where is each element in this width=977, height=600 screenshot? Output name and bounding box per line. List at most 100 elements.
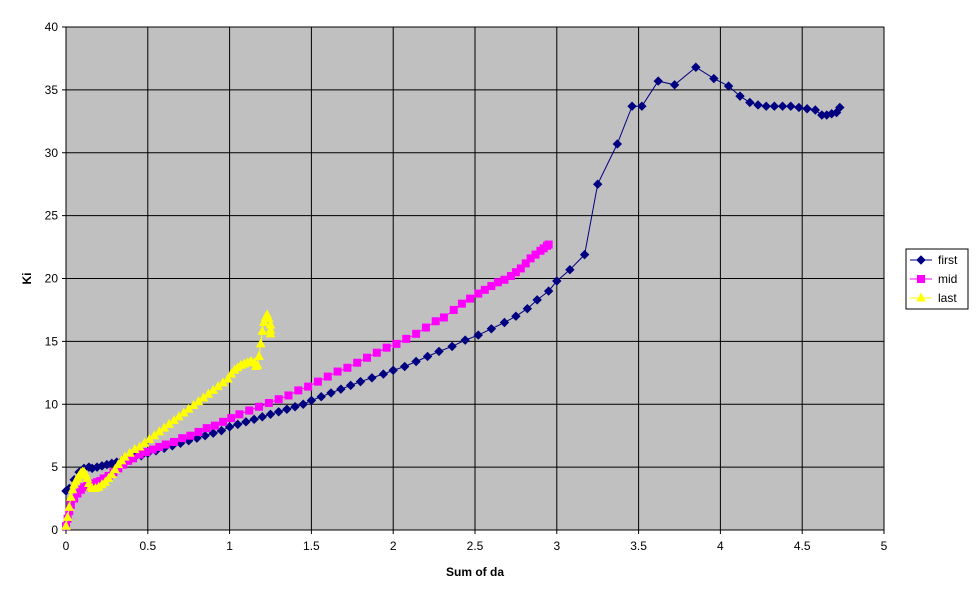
y-tick-label: 5	[51, 460, 58, 474]
legend-label-last: last	[938, 291, 957, 305]
data-point-mid	[449, 305, 458, 314]
data-point-mid	[474, 289, 483, 298]
data-point-mid	[186, 431, 195, 440]
data-point-mid	[235, 410, 244, 419]
data-point-mid	[264, 398, 273, 407]
data-point-last	[254, 350, 264, 360]
data-point-first	[810, 105, 820, 115]
data-point-mid	[493, 278, 502, 287]
y-tick-label: 40	[45, 20, 59, 34]
data-point-first	[434, 346, 444, 357]
data-point-last	[61, 520, 71, 530]
series-last	[61, 309, 276, 530]
data-point-first	[723, 81, 734, 91]
data-point-first	[552, 276, 562, 286]
legend-marker-last	[916, 292, 926, 302]
data-point-first	[592, 179, 603, 189]
data-point-mid	[439, 313, 448, 322]
y-tick-label: 30	[45, 146, 59, 160]
data-point-mid	[343, 363, 352, 372]
legend-marker-first	[916, 255, 926, 265]
data-point-first	[355, 376, 366, 387]
data-point-first	[786, 101, 796, 111]
data-point-first	[745, 97, 755, 108]
data-point-first	[565, 264, 575, 275]
series-mid	[62, 240, 553, 531]
data-point-last	[255, 338, 266, 348]
data-point-mid	[161, 440, 170, 449]
x-tick-label: 4.5	[794, 539, 811, 553]
data-point-first	[735, 91, 745, 101]
data-point-mid	[544, 240, 553, 249]
gridlines	[66, 26, 885, 530]
x-tick-label: 1	[226, 539, 233, 553]
data-point-first	[399, 361, 410, 372]
data-point-mid	[500, 275, 509, 284]
legend: first mid last	[905, 248, 969, 310]
data-point-mid	[480, 285, 489, 294]
data-point-mid	[274, 395, 283, 404]
data-point-mid	[294, 386, 303, 395]
y-tick-label: 35	[45, 83, 59, 97]
data-point-first	[447, 341, 457, 352]
data-point-mid	[323, 372, 332, 381]
data-point-mid	[412, 329, 421, 338]
data-point-last	[64, 501, 75, 511]
x-tick-label: 4	[717, 539, 724, 553]
data-point-first	[249, 414, 259, 425]
data-point-first	[282, 404, 292, 414]
data-point-first	[709, 73, 719, 84]
data-point-mid	[333, 367, 342, 376]
data-point-mid	[169, 437, 178, 446]
data-point-first	[802, 104, 812, 114]
data-point-last	[223, 373, 233, 383]
data-point-first	[653, 76, 663, 86]
data-point-mid	[466, 294, 475, 303]
data-point-last	[252, 359, 263, 369]
data-point-first	[794, 102, 804, 113]
data-point-first	[345, 380, 356, 391]
legend-entry-mid: mid	[910, 272, 957, 286]
data-point-mid	[382, 343, 391, 352]
legend-label-mid: mid	[938, 272, 957, 286]
data-point-first	[499, 317, 510, 328]
data-point-mid	[255, 402, 264, 411]
x-tick-label: 2.5	[467, 539, 484, 553]
x-tick-label: 0.5	[139, 539, 156, 553]
data-point-first	[473, 330, 483, 340]
data-point-mid	[353, 358, 362, 367]
data-point-first	[691, 62, 701, 72]
x-tick-label: 3.5	[630, 539, 647, 553]
data-point-last	[257, 325, 268, 335]
data-point-first	[411, 356, 421, 367]
data-point-mid	[516, 264, 525, 273]
data-point-first	[422, 351, 433, 362]
data-point-first	[637, 101, 647, 111]
data-point-first	[522, 303, 533, 314]
data-point-first	[367, 373, 377, 383]
x-tick-label: 2	[390, 539, 397, 553]
data-point-mid	[431, 317, 440, 326]
data-point-mid	[194, 427, 203, 436]
axes: 0 5 10 15 20 25 30 35 40 0 0.5 1 1.5 2 2.5 3 3.5 4 4.5 5	[45, 20, 888, 553]
data-point-first	[336, 384, 346, 394]
data-point-last	[106, 469, 117, 479]
data-point-last	[67, 484, 78, 494]
data-point-first	[769, 101, 780, 111]
data-point-first	[532, 295, 542, 305]
data-point-mid	[421, 323, 430, 332]
x-axis-title: Sum of da	[446, 565, 504, 579]
legend-entry-first: first	[910, 253, 958, 267]
data-point-first	[298, 399, 308, 409]
data-point-mid	[402, 334, 411, 343]
data-point-first	[316, 391, 326, 402]
data-point-first	[290, 402, 300, 412]
data-point-first	[388, 365, 398, 376]
y-tick-label: 25	[45, 209, 59, 223]
legend-entry-last: last	[910, 291, 957, 305]
series-layer	[61, 62, 845, 531]
data-point-first	[233, 419, 243, 430]
legend-marker-mid	[917, 275, 925, 283]
data-point-first	[241, 417, 251, 427]
data-point-first	[543, 286, 554, 296]
